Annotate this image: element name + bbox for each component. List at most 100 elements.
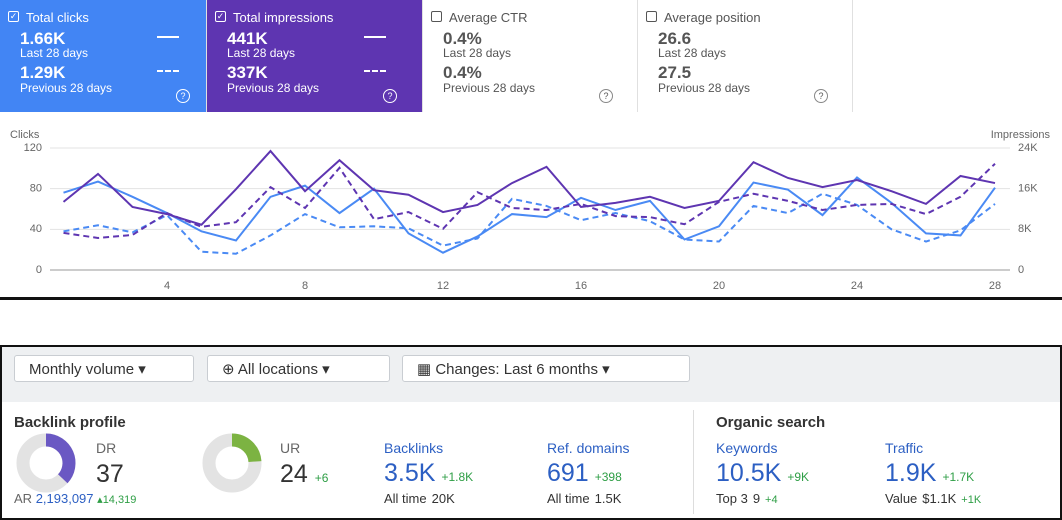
- sub-value: 1.5K: [594, 491, 622, 506]
- card-period: Last 28 days: [20, 46, 89, 60]
- card-period: Last 28 days: [658, 46, 727, 60]
- metric-label: Traffic: [885, 440, 924, 456]
- y2-tick-label: 16K: [1018, 183, 1038, 195]
- metric-card[interactable]: Average CTR 0.4% Last 28 days 0.4% Previous …: [423, 0, 638, 112]
- dr-donut: [16, 433, 76, 493]
- divider: [0, 297, 1062, 300]
- volume-dropdown[interactable]: Monthly volume ▾: [14, 355, 194, 382]
- card-title: Total impressions: [233, 10, 334, 25]
- ar-change: ▴14,319: [97, 494, 137, 506]
- help-icon[interactable]: ?: [814, 89, 828, 103]
- dropdown-label: Monthly volume: [29, 361, 135, 378]
- donut-arc: [231, 433, 262, 463]
- card-value: 1.66K: [20, 29, 66, 48]
- metric-number: 3.5K: [384, 459, 436, 487]
- card-value: 0.4%: [443, 29, 482, 48]
- card-previous-value: 27.5: [658, 63, 692, 82]
- legend-dashed: [157, 70, 179, 72]
- x-tick-label: 28: [989, 280, 1001, 292]
- y-tick-label: 80: [30, 183, 42, 195]
- location-dropdown[interactable]: ⊕ All locations ▾: [207, 355, 390, 382]
- help-icon[interactable]: ?: [383, 89, 397, 103]
- ur-value: 24 +6: [280, 460, 328, 489]
- series-line: [62, 149, 996, 226]
- metric-change: +398: [594, 470, 622, 484]
- card-previous-period: Previous 28 days: [443, 81, 536, 95]
- help-icon[interactable]: ?: [176, 89, 190, 103]
- ur-change: +6: [314, 471, 329, 485]
- card-previous-period: Previous 28 days: [227, 81, 320, 95]
- metric-card[interactable]: ✓ Total impressions 441K Last 28 days 337K Pr…: [207, 0, 423, 112]
- metric-value: 1.9K +1.7K: [885, 459, 974, 488]
- sub-label: Top 3: [716, 491, 748, 506]
- metric-number: 1.9K: [885, 459, 937, 487]
- series-line: [63, 176, 996, 254]
- legend-dashed: [364, 70, 386, 72]
- chart: Clicks Impressions 0 40 80 120 0 8K 16K 24K 4 8 12…: [10, 129, 1051, 292]
- card-previous-value: 0.4%: [443, 63, 482, 82]
- metric-change: +1.7K: [942, 470, 975, 484]
- x-tick-label: 8: [302, 280, 308, 292]
- x-tick-label: 24: [851, 280, 863, 292]
- x-tick-label: 20: [713, 280, 725, 292]
- checkbox: ✓: [8, 11, 19, 22]
- y2-tick-label: 8K: [1018, 223, 1032, 235]
- dr-value: 37: [96, 460, 124, 488]
- card-previous-period: Previous 28 days: [658, 81, 751, 95]
- section-title: Organic search: [716, 414, 826, 431]
- card-title: Average CTR: [449, 10, 528, 25]
- sub-label: All time: [547, 491, 590, 506]
- ur-number: 24: [280, 460, 308, 488]
- ar: AR 2,193,097 ▴14,319: [14, 491, 136, 506]
- separator: [693, 410, 694, 514]
- metric-card[interactable]: ✓ Total clicks 1.66K Last 28 days 1.29K Previ…: [0, 0, 207, 112]
- series-line: [63, 192, 996, 255]
- card-period: Last 28 days: [443, 46, 512, 60]
- metric-number: 691: [547, 459, 589, 487]
- sub-value: 9: [752, 491, 761, 506]
- checkbox: [646, 11, 657, 22]
- donut-arc: [45, 433, 76, 484]
- ur-donut: [202, 433, 262, 493]
- metric-sub: Top 3 9 +4: [716, 491, 778, 506]
- card-previous-value: 337K: [227, 63, 268, 82]
- legend-solid: [157, 36, 179, 38]
- checkbox: [431, 11, 442, 22]
- x-tick-label: 4: [164, 280, 170, 292]
- help-icon[interactable]: ?: [599, 89, 613, 103]
- metric-sub: All time 1.5K: [547, 491, 621, 506]
- sub-label: All time: [384, 491, 427, 506]
- card-value: 441K: [227, 29, 268, 48]
- ar-label: AR: [14, 491, 33, 506]
- checkbox: ✓: [215, 11, 226, 22]
- metric-value: 3.5K +1.8K: [384, 459, 473, 488]
- metric-number: 10.5K: [716, 459, 782, 487]
- y2-tick-label: 0: [1018, 264, 1024, 276]
- metric-value: 10.5K +9K: [716, 459, 809, 488]
- metric-label: Keywords: [716, 440, 778, 456]
- card-title: Average position: [664, 10, 761, 25]
- metric-value: 691 +398: [547, 459, 622, 488]
- ur-label: UR: [280, 440, 301, 456]
- card-title: Total clicks: [26, 10, 89, 25]
- card-previous-period: Previous 28 days: [20, 81, 113, 95]
- metric-card[interactable]: Average position 26.6 Last 28 days 27.5 Prev…: [638, 0, 853, 112]
- dropdown-label: Changes: Last 6 months: [435, 361, 598, 378]
- changes-dropdown[interactable]: ▦ Changes: Last 6 months ▾: [402, 355, 690, 382]
- x-tick-label: 16: [575, 280, 587, 292]
- y-tick-label: 0: [36, 264, 42, 276]
- card-period: Last 28 days: [227, 46, 296, 60]
- y-axis-label: Clicks: [10, 129, 40, 141]
- metric-label: Ref. domains: [547, 440, 630, 456]
- metric-sub: All time 20K: [384, 491, 455, 506]
- dropdown-label: All locations: [237, 361, 318, 378]
- legend-solid: [364, 36, 386, 38]
- series-line: [63, 163, 996, 239]
- metric-change: +1.8K: [441, 470, 474, 484]
- sub-change: +1K: [961, 494, 982, 506]
- x-tick-label: 12: [437, 280, 449, 292]
- metric-change: +9K: [787, 470, 810, 484]
- card-value: 26.6: [658, 29, 692, 48]
- dr-label: DR: [96, 440, 117, 456]
